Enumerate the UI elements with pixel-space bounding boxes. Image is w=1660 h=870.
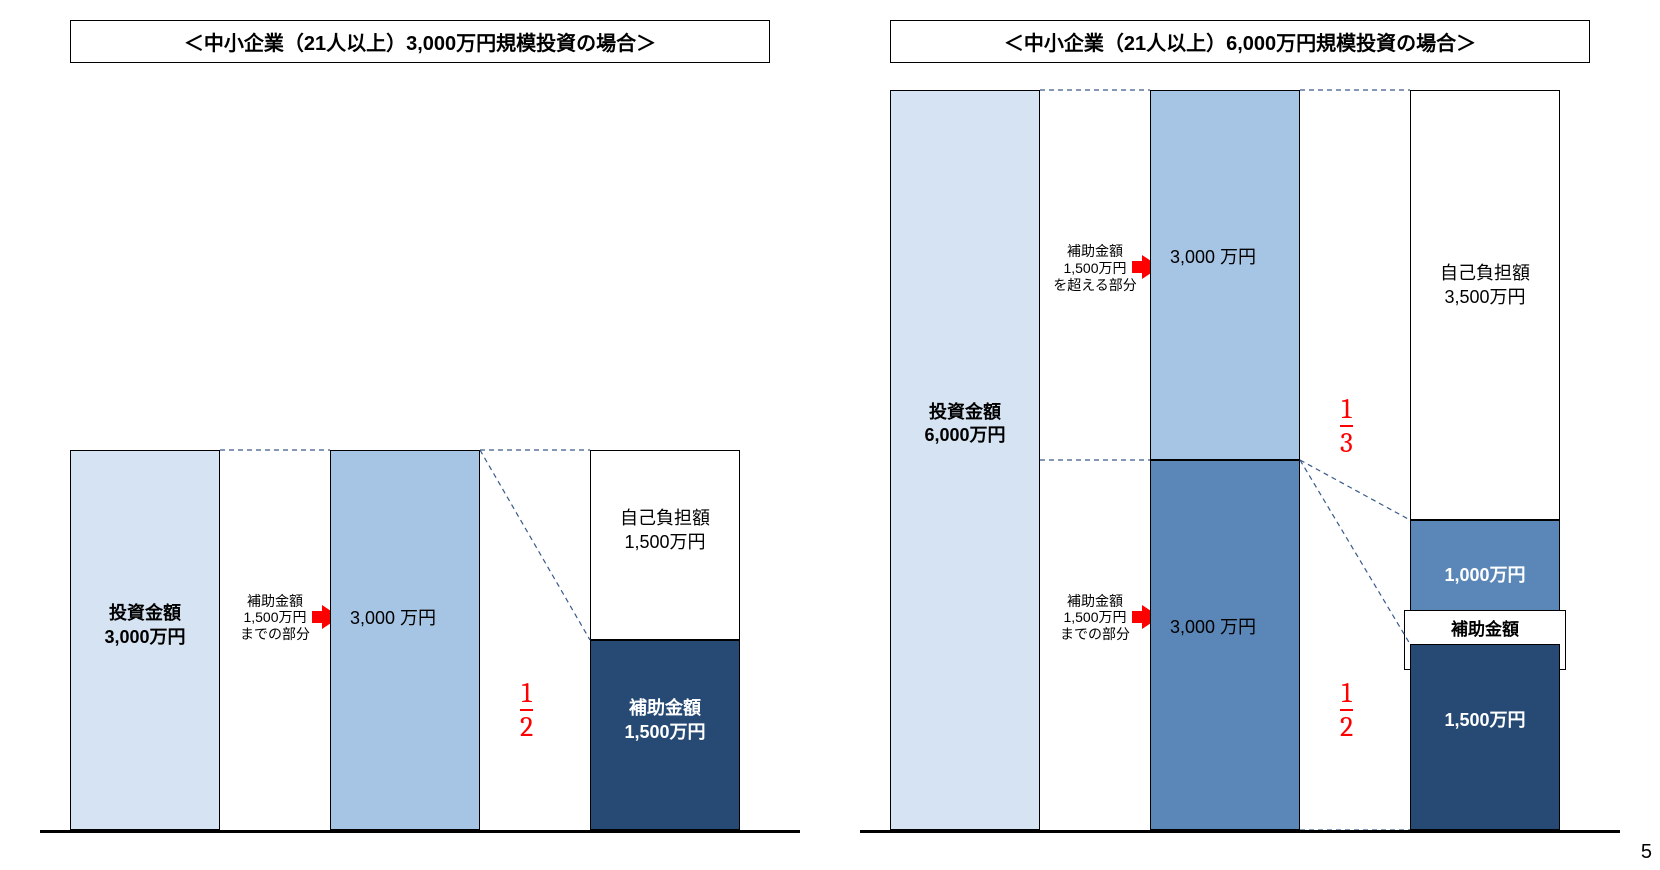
- bar-result-bot-6000: 1,500万円: [1410, 644, 1560, 830]
- label-invest-3000-l2: 3,000万円: [104, 627, 185, 647]
- fraction-bot-6000: 1 2: [1340, 677, 1353, 743]
- baseline-6000: [860, 830, 1620, 833]
- bar-middle-top-6000: [1150, 90, 1300, 460]
- bar-result-self-6000: 自己負担額 3,500万円: [1410, 90, 1560, 520]
- fraction-top-6000: 1 3: [1340, 393, 1353, 459]
- amount-middle-top-6000: 3,000 万円: [1170, 243, 1256, 269]
- amount-middle-bot-6000: 3,000 万円: [1170, 613, 1256, 639]
- page-number: 5: [1641, 841, 1652, 864]
- note-upto-3000: 補助金額 1,500万円 までの部分: [230, 593, 320, 643]
- note-over-6000: 補助金額 1,500万円 を超える部分: [1045, 243, 1145, 293]
- title-3000: ＜中小企業（21人以上）3,000万円規模投資の場合＞: [70, 20, 770, 63]
- bar-invest-6000: 投資金額 6,000万円: [890, 90, 1040, 830]
- bar-middle-bot-6000: [1150, 460, 1300, 830]
- panel-6000: ＜中小企業（21人以上）6,000万円規模投資の場合＞ 投資金額 6,000万円…: [860, 20, 1620, 840]
- bar-result-self-3000: 自己負担額 1,500万円: [590, 450, 740, 640]
- bar-middle-3000: [330, 450, 480, 830]
- fraction-3000: 1 2: [520, 677, 533, 743]
- bar-result-subsidy-3000: 補助金額 1,500万円: [590, 640, 740, 830]
- bar-invest-3000: 投資金額 3,000万円: [70, 450, 220, 830]
- panel-3000: ＜中小企業（21人以上）3,000万円規模投資の場合＞ 投資金額 3,000万円…: [40, 20, 800, 840]
- title-6000: ＜中小企業（21人以上）6,000万円規模投資の場合＞: [890, 20, 1590, 63]
- amount-middle-3000: 3,000 万円: [350, 604, 436, 630]
- note-upto-6000: 補助金額 1,500万円 までの部分: [1050, 593, 1140, 643]
- label-invest-3000-l1: 投資金額: [109, 603, 181, 623]
- chart-6000: 投資金額 6,000万円 補助金額 1,500万円 を超える部分 補助金額 1,…: [860, 73, 1620, 833]
- baseline-3000: [40, 830, 800, 833]
- chart-3000: 投資金額 3,000万円 補助金額 1,500万円 までの部分 3,000 万円…: [40, 73, 800, 833]
